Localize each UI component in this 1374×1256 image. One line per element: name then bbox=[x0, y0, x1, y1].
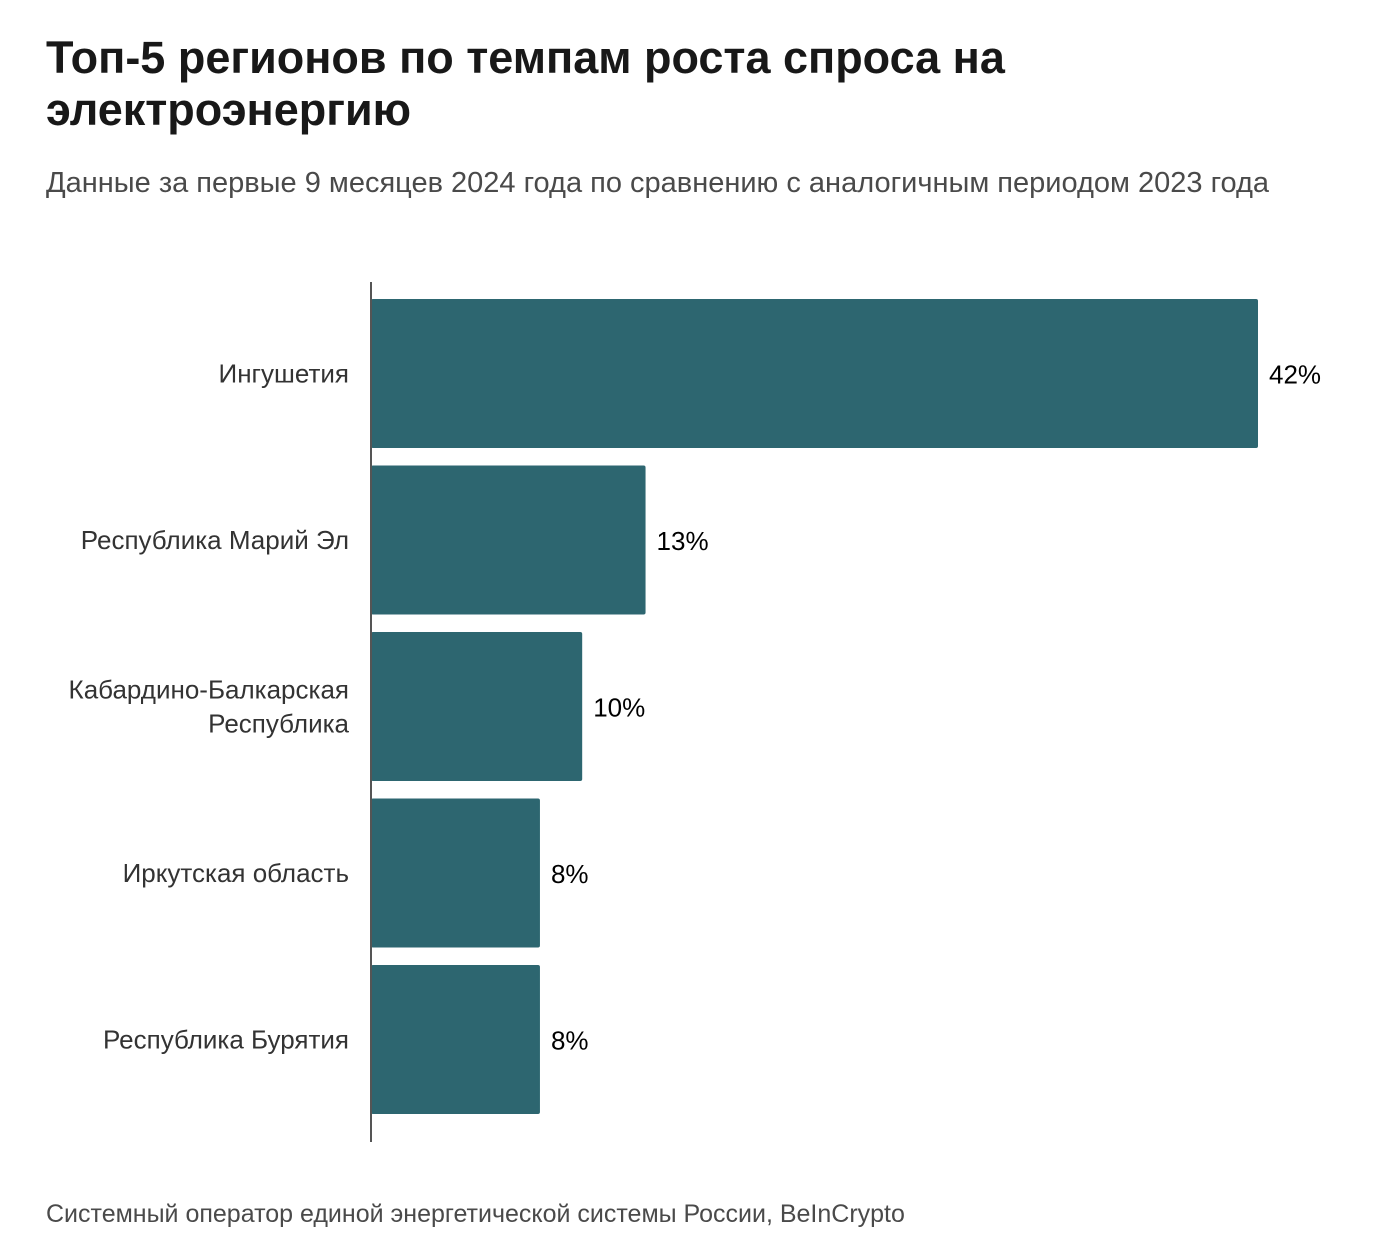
category-label-line: Республика Марий Эл bbox=[81, 525, 349, 555]
bar bbox=[371, 465, 646, 615]
category-label-line: Иркутская область bbox=[123, 858, 349, 888]
category-label-line: Ингушетия bbox=[219, 359, 350, 389]
data-label: 10% bbox=[593, 693, 645, 723]
category-label-line: Республика Бурятия bbox=[103, 1025, 349, 1055]
data-label: 8% bbox=[551, 859, 589, 889]
data-label: 8% bbox=[551, 1026, 589, 1056]
bar bbox=[371, 965, 540, 1114]
chart-subtitle: Данные за первые 9 месяцев 2024 года по … bbox=[46, 167, 1270, 199]
category-label-line: Кабардино-Балкарская bbox=[69, 675, 349, 705]
category-label: Иркутская область bbox=[123, 858, 349, 888]
category-label: Республика Бурятия bbox=[103, 1025, 349, 1055]
category-label: Ингушетия bbox=[219, 359, 350, 389]
category-label: Республика Марий Эл bbox=[81, 525, 349, 555]
category-label: Кабардино-Балкарская Республика bbox=[69, 675, 350, 739]
category-label-line: Республика bbox=[208, 709, 349, 739]
source-note: Системный оператор единой энергетической… bbox=[46, 1200, 905, 1228]
data-label: 42% bbox=[1269, 360, 1321, 390]
bar bbox=[371, 632, 583, 781]
data-label: 13% bbox=[657, 526, 709, 556]
chart-title: Топ-5 регионов по темпам роста спроса на… bbox=[46, 32, 1005, 135]
bar bbox=[371, 299, 1258, 448]
bar-chart: 42% Ингушетия 13% Республика Марий Эл 10% Каб… bbox=[69, 282, 1321, 1142]
bar bbox=[371, 798, 540, 948]
